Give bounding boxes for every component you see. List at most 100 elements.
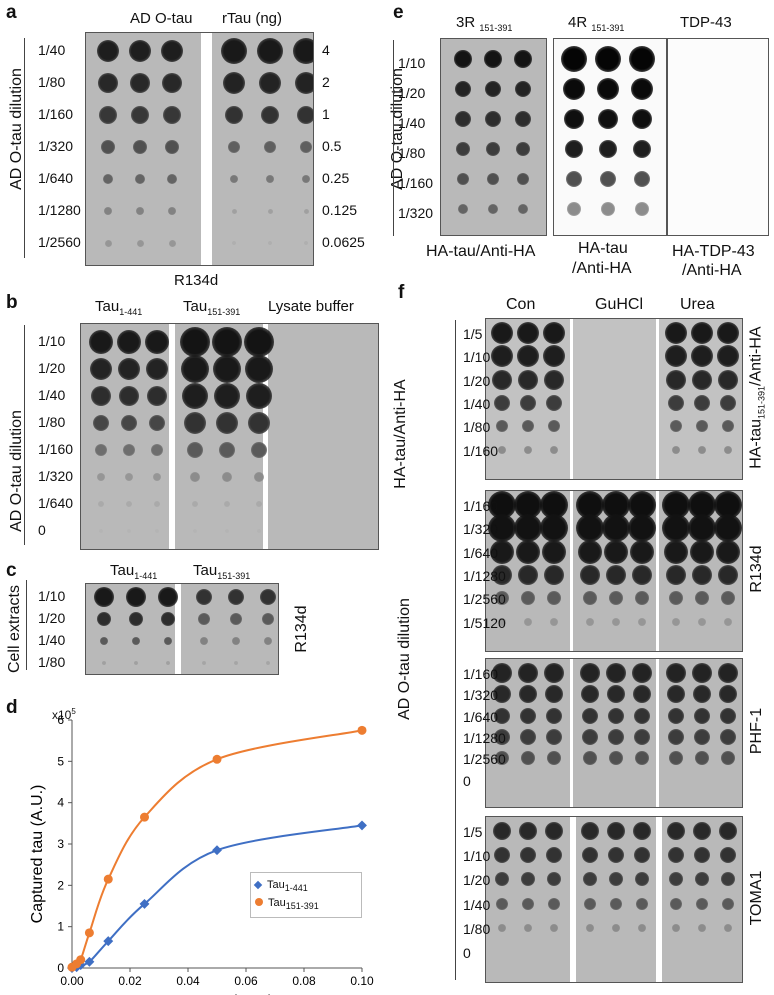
panel-f-header-guhcl: GuHCl <box>595 296 644 313</box>
blot-spot <box>264 637 272 645</box>
blot-spot <box>228 141 240 153</box>
blot-spot <box>543 322 565 344</box>
panel-a-amount-label: 0.25 <box>322 170 350 186</box>
y-tick-label: 4 <box>57 796 64 810</box>
blot-spot <box>518 369 538 390</box>
panel-c-header-tau2: Tau151-391 <box>193 562 251 581</box>
blot-spot <box>636 897 648 910</box>
blot-spot <box>668 395 684 411</box>
panel-b-header-lysate: Lysate buffer <box>268 298 354 315</box>
blot-spot <box>665 345 687 368</box>
blot-spot <box>225 529 229 533</box>
panel-f-dilution-label: 1/2560 <box>463 751 506 768</box>
blot-spot <box>97 40 119 62</box>
blot-spot <box>97 612 111 626</box>
blot-spot <box>633 822 651 840</box>
blot-spot <box>484 50 502 68</box>
blot-spot <box>98 73 118 93</box>
blot-spot <box>145 330 169 354</box>
data-point-Tau151-391 <box>140 812 149 822</box>
chart-scale-label: x105 <box>52 707 76 722</box>
panel-b-dilution-label: 1/320 <box>38 468 74 484</box>
blot-spot <box>635 591 649 606</box>
blot-spot <box>491 345 513 368</box>
blot-spot <box>168 239 176 247</box>
panel-f-antibody-sub: 151-391 <box>756 385 767 419</box>
blot-spot <box>232 241 236 245</box>
panel-a-blot <box>85 32 314 266</box>
blot-spot <box>721 751 735 766</box>
panel-e-header-4r: 4R 151-391 <box>568 14 625 33</box>
blot-spot <box>99 529 103 533</box>
blot-spot <box>567 202 581 216</box>
blot-spot <box>634 171 650 187</box>
x-tick-label: 0.10 <box>350 974 374 988</box>
panel-a-amount-label: 0.125 <box>322 202 358 218</box>
blot-spot <box>514 514 542 543</box>
blot-spot <box>230 613 242 625</box>
panel-b-blot-divider-1 <box>169 324 175 549</box>
panel-a-amount-label: 2 <box>322 74 330 90</box>
blot-spot <box>717 322 739 344</box>
blot-spot <box>524 923 532 932</box>
panel-f-side-rule <box>455 320 456 980</box>
blot-spot <box>228 589 244 605</box>
panel-f-antibody-main: R134d <box>748 545 765 593</box>
blot-spot <box>518 565 538 585</box>
blot-spot <box>669 591 683 606</box>
blot-spot <box>718 369 738 390</box>
blot-spot <box>716 539 740 564</box>
blot-spot <box>724 923 732 932</box>
panel-f-dilution-label: 1/5 <box>463 326 483 342</box>
blot-spot <box>225 106 243 124</box>
panel-e-dilution-label: 1/160 <box>398 175 434 191</box>
blot-spot <box>550 923 558 932</box>
blot-spot <box>264 141 276 153</box>
blot-spot <box>668 707 684 724</box>
panel-f-blot-divider <box>570 817 576 982</box>
blot-spot <box>607 822 625 840</box>
blot-spot <box>521 751 535 766</box>
panel-f-dilution-label: 0 <box>463 772 471 789</box>
blot-spot <box>581 685 599 704</box>
blot-spot <box>722 897 734 910</box>
blot-spot <box>610 897 622 910</box>
panel-f-dilution-label: 1/5 <box>463 824 483 840</box>
blot-spot <box>720 729 736 745</box>
blot-spot <box>222 472 232 482</box>
blot-spot <box>498 923 506 932</box>
blot-spot <box>155 529 159 533</box>
blot-spot <box>193 529 197 533</box>
blot-spot <box>163 106 181 124</box>
blot-spot <box>125 473 133 481</box>
blot-spot <box>302 175 310 183</box>
panel-f-header-con: Con <box>506 296 536 313</box>
blot-spot <box>578 539 602 564</box>
blot-spot <box>566 171 582 187</box>
blot-spot <box>609 751 623 766</box>
blot-spot <box>266 661 270 665</box>
blot-spot <box>485 111 501 127</box>
blot-spot <box>695 751 709 766</box>
panel-a-dilution-label: 1/2560 <box>38 234 81 250</box>
blot-spot <box>100 637 108 645</box>
blot-spot <box>694 729 710 745</box>
blot-spot <box>131 106 149 124</box>
panel-f-antibody-label: TOMA1 <box>748 803 766 993</box>
blot-spot <box>522 897 534 910</box>
legend-diamond-icon <box>253 880 263 890</box>
blot-spot <box>609 872 623 887</box>
panel-d-label: d <box>6 697 18 718</box>
panel-e-blot-tdp43 <box>667 38 769 236</box>
blot-spot <box>720 395 736 411</box>
panel-a-side-rule <box>24 38 25 258</box>
blot-spot <box>89 330 113 354</box>
blot-spot <box>458 204 468 214</box>
blot-spot <box>628 514 656 543</box>
blot-spot <box>608 707 624 724</box>
blot-spot <box>547 591 561 606</box>
blot-spot <box>521 591 535 606</box>
panel-e-footer-1: HA-tau/Anti-HA <box>426 243 536 260</box>
panel-f-dilution-label: 1/320 <box>463 687 499 704</box>
legend-circle-icon <box>255 898 263 906</box>
